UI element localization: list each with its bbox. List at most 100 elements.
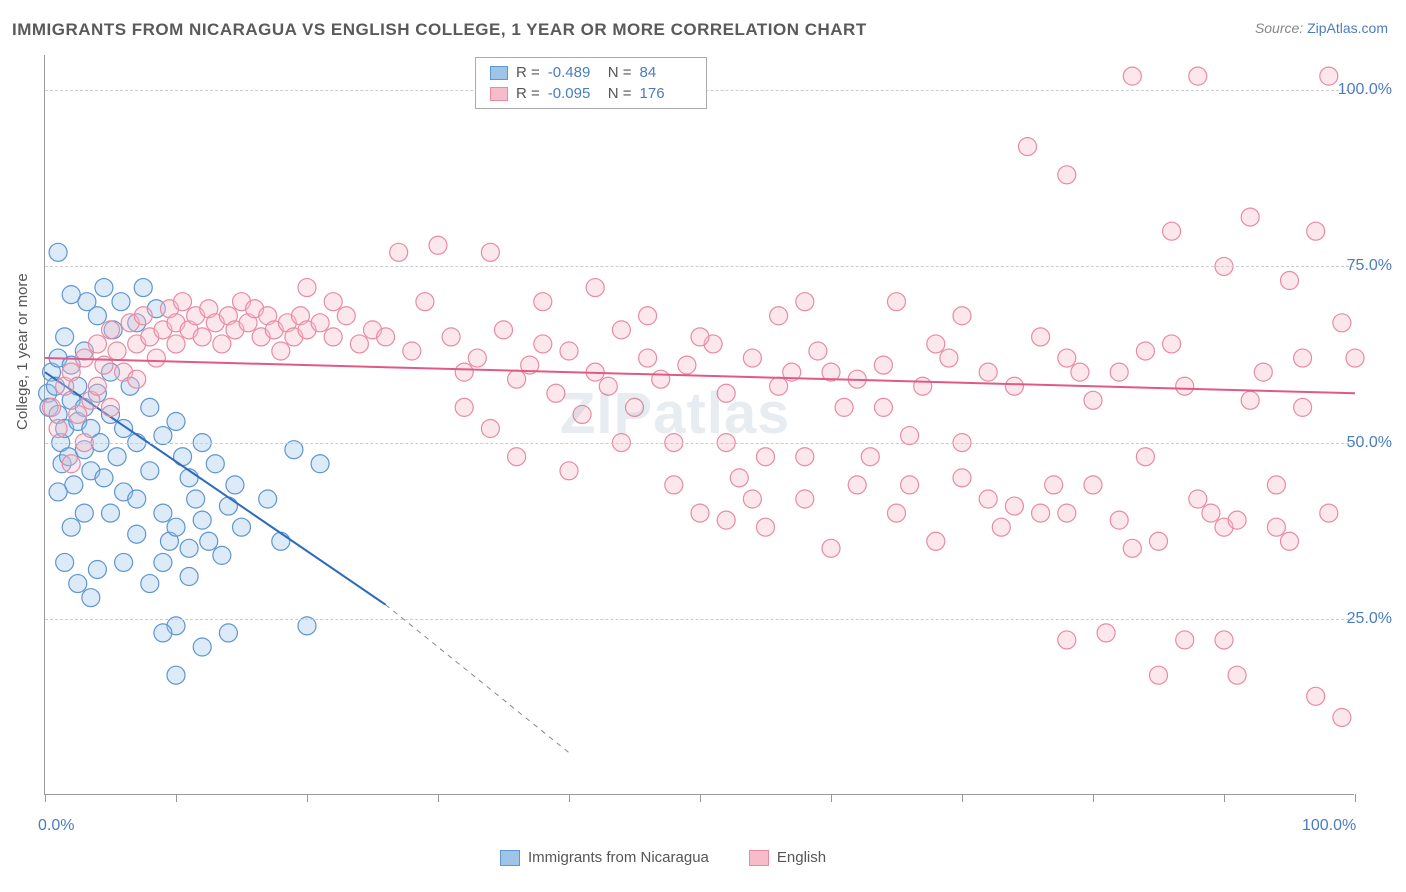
data-point <box>213 335 231 353</box>
data-point <box>298 279 316 297</box>
y-tick-label: 25.0% <box>1347 610 1392 628</box>
data-point <box>49 420 67 438</box>
data-point <box>1150 532 1168 550</box>
data-point <box>835 398 853 416</box>
data-point <box>141 575 159 593</box>
legend-label: Immigrants from Nicaragua <box>528 849 709 866</box>
data-point <box>206 455 224 473</box>
scatter-svg <box>45 55 1354 794</box>
source-attribution: Source: ZipAtlas.com <box>1255 20 1388 36</box>
data-point <box>272 342 290 360</box>
data-point <box>1241 391 1259 409</box>
stat-r-value: -0.489 <box>548 64 600 81</box>
data-point <box>193 328 211 346</box>
data-point <box>861 448 879 466</box>
data-point <box>1189 490 1207 508</box>
stats-row: R =-0.095N =176 <box>490 83 692 104</box>
data-point <box>573 405 591 423</box>
x-tick <box>962 794 963 802</box>
data-point <box>626 398 644 416</box>
data-point <box>495 321 513 339</box>
data-point <box>1163 222 1181 240</box>
trend-line <box>45 358 1355 393</box>
data-point <box>219 624 237 642</box>
plot-area <box>44 55 1354 795</box>
data-point <box>429 236 447 254</box>
data-point <box>1307 687 1325 705</box>
data-point <box>112 293 130 311</box>
legend-swatch <box>749 850 769 866</box>
data-point <box>717 384 735 402</box>
data-point <box>56 553 74 571</box>
data-point <box>193 511 211 529</box>
data-point <box>134 307 152 325</box>
data-point <box>154 624 172 642</box>
data-point <box>639 307 657 325</box>
data-point <box>69 575 87 593</box>
data-point <box>1228 511 1246 529</box>
series-swatch <box>490 87 508 101</box>
stat-n-value: 84 <box>640 64 692 81</box>
data-point <box>1189 67 1207 85</box>
gridline <box>45 266 1354 267</box>
data-point <box>1176 377 1194 395</box>
data-point <box>1307 222 1325 240</box>
data-point <box>49 483 67 501</box>
data-point <box>141 398 159 416</box>
data-point <box>115 553 133 571</box>
data-point <box>665 476 683 494</box>
data-point <box>1163 335 1181 353</box>
data-point <box>691 328 709 346</box>
source-label: Source: <box>1255 20 1303 36</box>
x-tick <box>307 794 308 802</box>
data-point <box>822 539 840 557</box>
source-link[interactable]: ZipAtlas.com <box>1307 20 1388 36</box>
data-point <box>174 293 192 311</box>
data-point <box>311 314 329 332</box>
data-point <box>809 342 827 360</box>
data-point <box>95 469 113 487</box>
data-point <box>128 370 146 388</box>
data-point <box>927 335 945 353</box>
x-tick <box>438 794 439 802</box>
data-point <box>953 307 971 325</box>
y-axis-label: College, 1 year or more <box>14 273 31 430</box>
trend-line-extrapolated <box>386 605 569 753</box>
data-point <box>979 363 997 381</box>
data-point <box>678 356 696 374</box>
data-point <box>1176 631 1194 649</box>
data-point <box>874 356 892 374</box>
data-point <box>508 448 526 466</box>
x-tick <box>45 794 46 802</box>
data-point <box>1019 138 1037 156</box>
data-point <box>586 279 604 297</box>
correlation-stats-box: R =-0.489N =84R =-0.095N =176 <box>475 57 707 109</box>
data-point <box>639 349 657 367</box>
data-point <box>612 321 630 339</box>
stat-n-value: 176 <box>640 85 692 102</box>
data-point <box>534 335 552 353</box>
data-point <box>213 546 231 564</box>
data-point <box>927 532 945 550</box>
gridline <box>45 619 1354 620</box>
data-point <box>743 349 761 367</box>
data-point <box>56 328 74 346</box>
x-tick <box>1224 794 1225 802</box>
data-point <box>560 342 578 360</box>
data-point <box>770 377 788 395</box>
data-point <box>259 490 277 508</box>
stat-r-label: R = <box>516 64 540 81</box>
data-point <box>62 363 80 381</box>
data-point <box>730 469 748 487</box>
data-point <box>1333 314 1351 332</box>
data-point <box>154 553 172 571</box>
data-point <box>167 518 185 536</box>
data-point <box>1294 349 1312 367</box>
data-point <box>888 504 906 522</box>
data-point <box>147 349 165 367</box>
legend-item: Immigrants from Nicaragua <box>500 849 709 866</box>
data-point <box>1058 631 1076 649</box>
gridline <box>45 443 1354 444</box>
data-point <box>1281 532 1299 550</box>
data-point <box>1228 666 1246 684</box>
